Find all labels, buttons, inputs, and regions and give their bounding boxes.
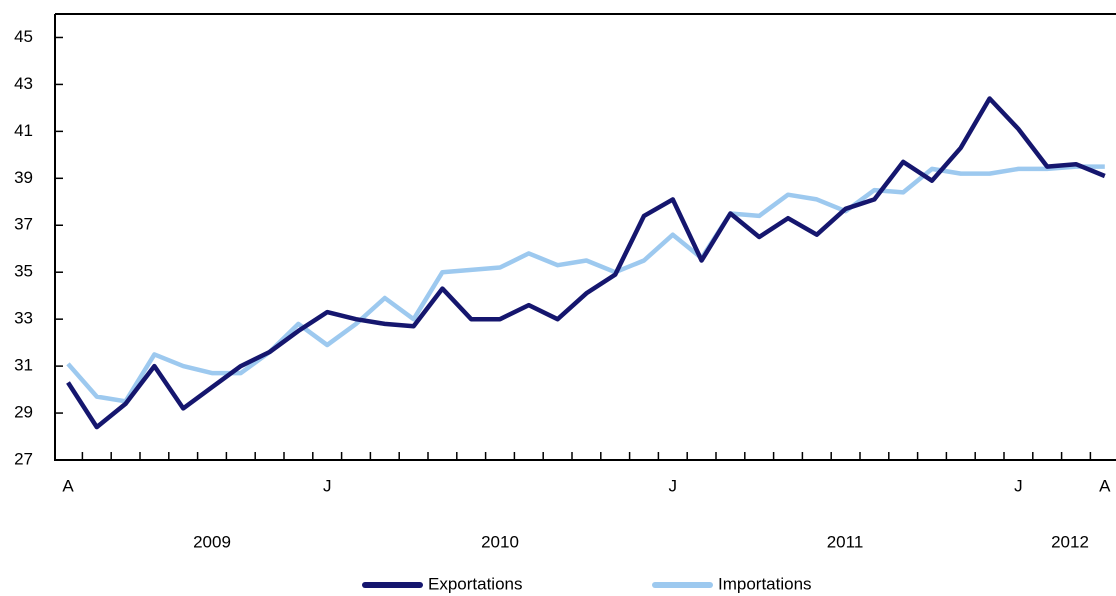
x-tick-label: A (1099, 476, 1111, 495)
x-tick-label: A (62, 476, 74, 495)
year-label: 2012 (1051, 532, 1089, 551)
year-label: 2011 (827, 532, 864, 551)
y-tick-label: 43 (14, 74, 33, 93)
legend-label: Importations (718, 574, 812, 593)
y-tick-label: 27 (14, 449, 33, 468)
legend-label: Exportations (428, 574, 523, 593)
x-tick-label: J (669, 476, 678, 495)
y-tick-label: 31 (14, 356, 33, 375)
y-tick-label: 39 (14, 168, 33, 187)
y-tick-label: 29 (14, 403, 33, 422)
y-tick-label: 41 (14, 121, 33, 140)
x-tick-label: J (1014, 476, 1023, 495)
y-tick-label: 45 (14, 27, 33, 46)
series-line (66, 164, 1105, 404)
year-label: 2009 (193, 532, 231, 551)
y-tick-label: 35 (14, 262, 33, 281)
y-tick-label: 33 (14, 309, 33, 328)
y-tick-label: 37 (14, 215, 33, 234)
year-label: 2010 (481, 532, 519, 551)
x-tick-label: J (323, 476, 332, 495)
series-line (66, 96, 1106, 430)
